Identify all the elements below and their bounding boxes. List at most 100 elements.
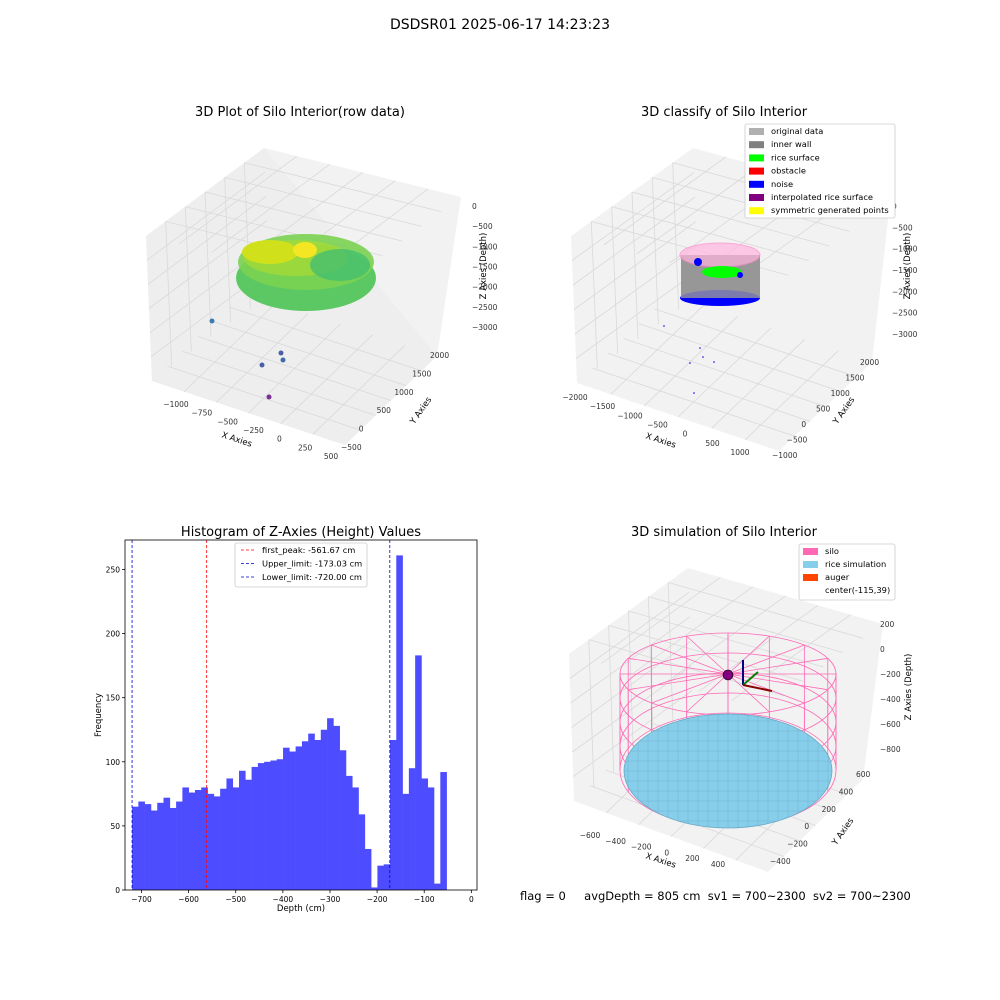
y-tick-label: −400 — [770, 857, 791, 866]
legend-label: inner wall — [771, 139, 811, 149]
legend-label: silo — [825, 546, 839, 556]
legend-label: first_peak: -561.67 cm — [262, 545, 355, 555]
histogram-bar — [440, 772, 447, 890]
z-tick-label: −2500 — [892, 309, 918, 318]
histogram-bar — [239, 770, 246, 890]
gridline — [654, 308, 857, 378]
z-tick-label: −3000 — [892, 330, 918, 339]
histogram-bar — [283, 747, 290, 890]
rice-simulation-surface — [623, 713, 833, 829]
simulation-3d-plot: 3D simulation of Silo Interior −600−400−… — [569, 525, 914, 872]
legend-swatch — [749, 180, 764, 188]
histogram-bar — [427, 787, 435, 890]
histogram-bar — [389, 740, 397, 890]
histogram-frame — [124, 539, 478, 891]
y-tick-label: 200 — [822, 805, 837, 814]
status-bar: flag = 0 avgDepth = 805 cm sv1 = 700~230… — [520, 889, 990, 903]
histogram-bar — [364, 848, 372, 890]
z-tick-label: −2000 — [472, 283, 498, 292]
z-tick-label: 0 — [880, 645, 885, 654]
gridline — [672, 162, 680, 310]
histogram-bar — [176, 801, 183, 890]
legend-label: Lower_limit: -720.00 cm — [262, 572, 362, 582]
z-tick-label: −600 — [880, 720, 901, 729]
legend-swatch — [803, 548, 818, 555]
histogram-bar — [207, 793, 215, 890]
sv1-value: sv1 = 700~2300 — [707, 889, 806, 903]
legend-label: rice surface — [771, 152, 820, 162]
histogram-bar — [383, 864, 391, 890]
avg-depth-value: avgDepth = 805 cm — [584, 889, 701, 903]
histogram-bar — [339, 750, 347, 890]
legend-swatch — [749, 128, 764, 135]
z-tick-label: −1000 — [472, 242, 498, 251]
histogram-bar — [320, 729, 328, 890]
y-tick-label: 500 — [377, 406, 392, 415]
y-tick-label: 200 — [106, 630, 121, 639]
histogram-bar — [396, 555, 403, 890]
gridline — [667, 582, 674, 730]
histogram-bar — [132, 806, 139, 890]
histogram-bar — [182, 787, 189, 890]
x-tick-label: 0 — [277, 435, 282, 444]
histogram-bar — [245, 779, 252, 890]
classify-ylabel: Y Axies — [831, 395, 858, 427]
x-tick-label: −1000 — [163, 400, 189, 409]
y-tick-label: −500 — [787, 436, 808, 445]
raw-ylabel: Y Axies — [408, 395, 435, 427]
histogram-bar — [138, 801, 145, 890]
y-tick-label: 0 — [801, 420, 806, 429]
x-tick-label: −2000 — [562, 393, 588, 402]
y-tick-label: 100 — [106, 758, 121, 767]
y-tick-label: 0 — [359, 425, 364, 434]
legend-swatch — [749, 194, 764, 201]
legend-swatch — [749, 141, 764, 149]
histogram-bar — [377, 865, 384, 890]
silo-roof-rib — [727, 673, 828, 691]
sv2-value: sv2 = 700~2300 — [812, 889, 911, 903]
silo-roof-rib — [727, 657, 828, 675]
silo-roof-rib — [628, 657, 729, 675]
x-tick-label: −750 — [192, 409, 213, 418]
classify-gridlines — [571, 156, 870, 440]
classify-plot-title: 3D classify of Silo Interior — [641, 105, 808, 120]
histogram-bar — [213, 796, 221, 890]
classify-3d-plot: 3D classify of Silo Interior −2000−1500−… — [562, 105, 918, 460]
histogram-bar — [188, 792, 196, 890]
x-tick-label: 200 — [685, 854, 700, 863]
z-tick-label: −3000 — [472, 323, 498, 332]
x-tick-label: −200 — [367, 895, 388, 904]
simulation-zlabel: Z Axies (Depth) — [904, 654, 914, 721]
y-tick-label: 150 — [106, 694, 121, 703]
histogram-bar — [308, 733, 315, 890]
raw-point-cloud — [209, 234, 376, 400]
histogram-title: Histogram of Z-Axies (Height) Values — [181, 525, 421, 540]
legend-label: interpolated rice surface — [771, 192, 873, 202]
histogram-bar — [402, 793, 410, 890]
silo-roof-rib — [727, 644, 805, 675]
z-tick-label: −200 — [880, 670, 901, 679]
histogram-bar — [194, 790, 202, 890]
histogram-bar — [434, 883, 441, 890]
histogram-bar — [352, 787, 359, 890]
x-tick-label: −250 — [243, 426, 264, 435]
histogram-xlabel: Depth (cm) — [277, 904, 325, 914]
z-tick-label: 0 — [472, 202, 477, 211]
x-tick-label: 0 — [683, 430, 688, 439]
classify-legend: original data inner wall rice surface obsta… — [744, 123, 896, 219]
legend-label: noise — [771, 179, 793, 189]
histogram-bar — [327, 718, 334, 890]
x-tick-label: −100 — [414, 895, 435, 904]
y-tick-label: 600 — [856, 770, 871, 779]
x-tick-label: −300 — [320, 895, 341, 904]
x-tick-label: 500 — [324, 452, 339, 461]
z-tick-label: −2500 — [472, 303, 498, 312]
legend-label: symmetric generated points — [771, 205, 889, 215]
gridline — [228, 306, 422, 372]
histogram-bar — [232, 787, 240, 890]
histogram-bar — [301, 741, 309, 890]
z-tick-label: −500 — [892, 223, 913, 232]
histogram-bar — [251, 766, 259, 890]
raw-zlabel: Z Axies (Depth) — [479, 233, 489, 300]
y-tick-label: 500 — [816, 405, 831, 414]
